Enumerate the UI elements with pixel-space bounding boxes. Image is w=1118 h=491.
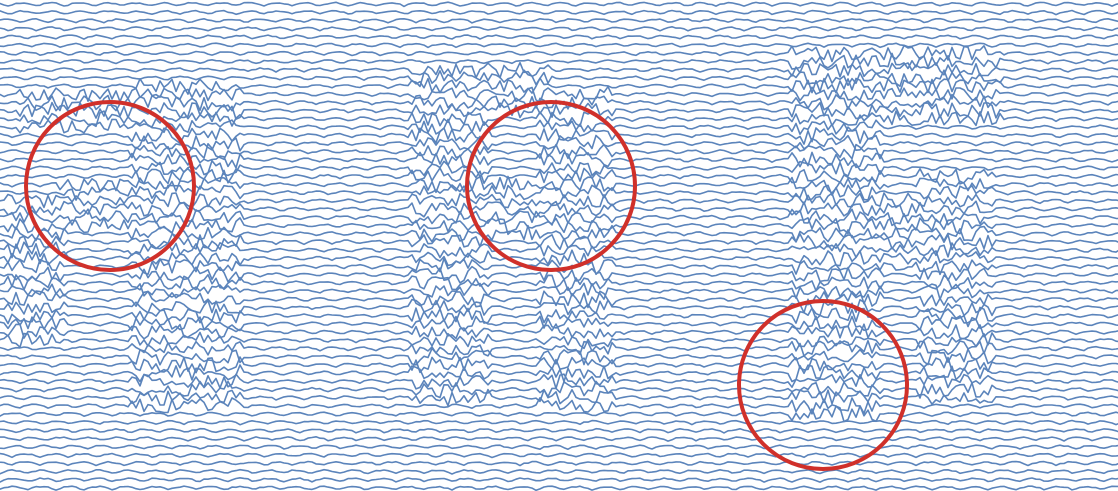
wave-line <box>0 468 1118 475</box>
wave-line <box>0 118 1118 135</box>
wave-line <box>0 143 1118 161</box>
wave-line <box>0 282 1118 301</box>
wave-line <box>0 477 1118 483</box>
wave-line <box>0 61 1118 79</box>
wave-line <box>0 347 1118 366</box>
wave-line <box>0 101 1118 120</box>
wave-line <box>0 85 1118 104</box>
wave-line <box>0 9 1118 16</box>
wave-line <box>0 175 1118 194</box>
wave-line <box>0 460 1118 467</box>
wave-line <box>0 373 1118 390</box>
wave-line <box>0 77 1118 95</box>
wave-line <box>0 274 1118 292</box>
wave-line <box>0 452 1118 459</box>
wave-line <box>0 397 1118 415</box>
wave-line <box>0 167 1118 185</box>
wave-line <box>0 364 1118 383</box>
wave-line <box>0 224 1118 243</box>
wave-line <box>0 257 1118 276</box>
wave-line <box>0 306 1118 325</box>
wave-line <box>0 192 1118 209</box>
wave-line <box>0 380 1118 399</box>
wave-line <box>0 233 1118 251</box>
wave-line <box>0 208 1118 227</box>
wave-line <box>0 427 1118 434</box>
highlight-circle <box>465 100 637 272</box>
highlight-circle <box>24 100 196 272</box>
wave-line <box>0 436 1118 442</box>
wave-line <box>0 184 1118 201</box>
wave-line <box>0 290 1118 309</box>
wave-line <box>0 17 1118 24</box>
wave-line <box>0 356 1118 374</box>
wave-line <box>0 44 1118 63</box>
wave-line <box>0 485 1118 491</box>
wave-line <box>0 419 1118 426</box>
wave-line <box>0 110 1118 128</box>
wave-line <box>0 331 1118 350</box>
wave-line <box>0 26 1118 32</box>
wave-line <box>0 134 1118 152</box>
wave-line <box>0 444 1118 450</box>
wave-line <box>0 249 1118 267</box>
wave-line <box>0 200 1118 218</box>
wave-line <box>0 151 1118 169</box>
wave-line <box>0 405 1118 423</box>
wave-line <box>0 34 1118 40</box>
wave-line <box>0 241 1118 259</box>
wave-line <box>0 42 1118 49</box>
wave-line <box>0 339 1118 357</box>
wave-line <box>0 126 1118 145</box>
wave-line <box>0 388 1118 407</box>
wave-line <box>0 1 1118 8</box>
wave-line <box>0 52 1118 70</box>
wave-line <box>0 298 1118 317</box>
highlight-circle <box>737 299 909 471</box>
